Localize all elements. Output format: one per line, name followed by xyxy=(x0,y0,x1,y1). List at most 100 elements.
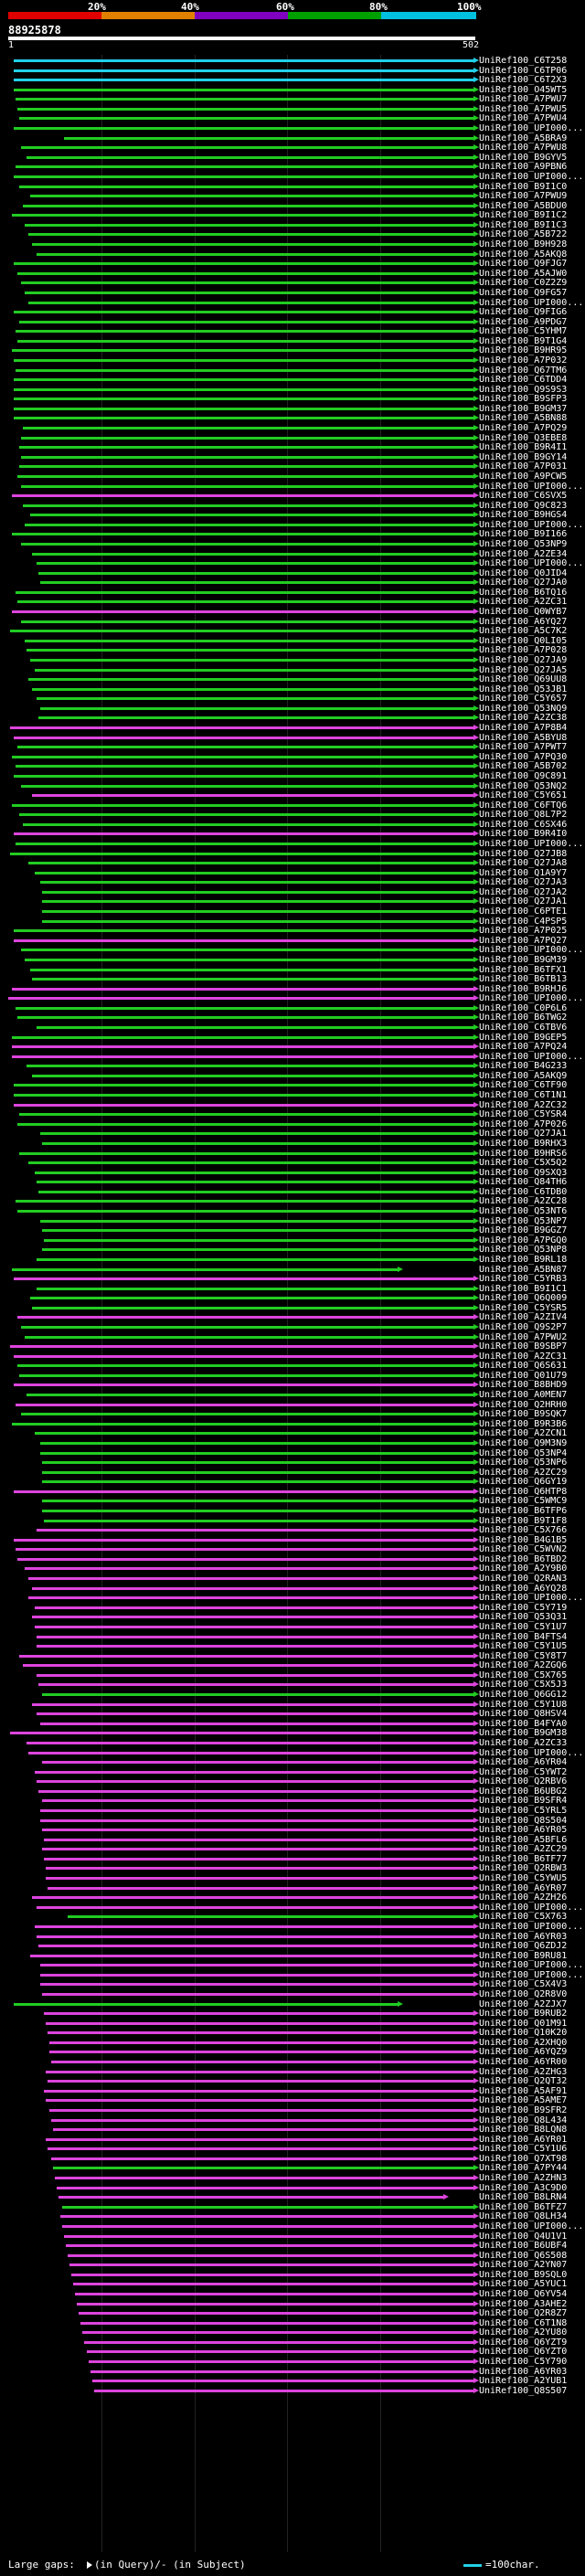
hit-label[interactable]: UniRef100_Q2RBV6 xyxy=(479,1776,568,1787)
hit-label[interactable]: UniRef100_A2ZC31 xyxy=(479,1351,568,1362)
hit-label[interactable]: UniRef100_A7P031 xyxy=(479,461,568,472)
hit-bar[interactable] xyxy=(39,881,475,885)
hit-label[interactable]: UniRef100_C5X766 xyxy=(479,1525,568,1536)
hit-label[interactable]: UniRef100_A5BN87 xyxy=(479,1264,568,1275)
hit-bar[interactable] xyxy=(48,2051,475,2054)
hit-bar[interactable] xyxy=(36,252,475,256)
hit-label[interactable]: UniRef100_B9SBP7 xyxy=(479,1341,568,1352)
hit-label[interactable]: UniRef100_A6YR00 xyxy=(479,2057,568,2068)
hit-label[interactable]: UniRef100_Q8HSV4 xyxy=(479,1709,568,1720)
hit-bar[interactable] xyxy=(21,1413,475,1416)
hit-bar[interactable] xyxy=(66,2244,475,2248)
hit-label[interactable]: UniRef100_Q27JA0 xyxy=(479,578,568,588)
hit-bar[interactable] xyxy=(39,1964,475,1967)
hit-bar[interactable] xyxy=(58,2196,446,2200)
hit-bar[interactable] xyxy=(10,726,475,730)
hit-bar[interactable] xyxy=(34,1432,475,1436)
hit-bar[interactable] xyxy=(12,1045,475,1049)
hit-label[interactable]: UniRef100_C6TF90 xyxy=(479,1080,568,1091)
hit-label[interactable]: UniRef100_C0Z2Z9 xyxy=(479,278,568,289)
hit-bar[interactable] xyxy=(19,446,475,450)
hit-bar[interactable] xyxy=(16,1006,475,1010)
hit-bar[interactable] xyxy=(48,2041,475,2044)
hit-label[interactable]: UniRef100_Q4U1V1 xyxy=(479,2231,568,2242)
hit-bar[interactable] xyxy=(14,832,475,836)
hit-label[interactable]: UniRef100_Q2R8Z7 xyxy=(479,2308,568,2319)
hit-bar[interactable] xyxy=(30,1954,475,1957)
hit-bar[interactable] xyxy=(36,1935,475,1938)
hit-bar[interactable] xyxy=(45,2137,475,2141)
hit-label[interactable]: UniRef100_UPI000... xyxy=(479,1921,584,1932)
hit-bar[interactable] xyxy=(10,630,475,633)
hit-label[interactable]: UniRef100_B6UBF4 xyxy=(479,2241,568,2252)
hit-bar[interactable] xyxy=(36,1026,475,1029)
hit-bar[interactable] xyxy=(28,1577,475,1581)
hit-label[interactable]: UniRef100_B9SFR4 xyxy=(479,1796,568,1807)
hit-bar[interactable] xyxy=(19,1113,475,1117)
hit-bar[interactable] xyxy=(28,301,475,304)
hit-label[interactable]: UniRef100_A2ZC31 xyxy=(479,597,568,608)
hit-bar[interactable] xyxy=(69,2263,475,2267)
hit-label[interactable]: UniRef100_B9R4I0 xyxy=(479,829,568,840)
hit-label[interactable]: UniRef100_Q27JA1 xyxy=(479,1129,568,1140)
hit-bar[interactable] xyxy=(17,474,475,478)
hit-bar[interactable] xyxy=(68,2253,475,2257)
hit-bar[interactable] xyxy=(25,223,475,227)
hit-bar[interactable] xyxy=(16,98,475,101)
hit-label[interactable]: UniRef100_A2ZGQ6 xyxy=(479,1660,568,1671)
hit-bar[interactable] xyxy=(41,1761,475,1765)
hit-label[interactable]: UniRef100_Q27JA2 xyxy=(479,886,568,897)
hit-bar[interactable] xyxy=(41,1510,475,1512)
hit-label[interactable]: UniRef100_Q53NP4 xyxy=(479,1447,568,1458)
hit-label[interactable]: UniRef100_B9R4I1 xyxy=(479,442,568,453)
hit-bar[interactable] xyxy=(14,407,475,410)
hit-bar[interactable] xyxy=(43,1519,475,1522)
hit-label[interactable]: UniRef100_C5Y1U6 xyxy=(479,2144,568,2155)
hit-bar[interactable] xyxy=(12,610,475,614)
hit-label[interactable]: UniRef100_A5AF91 xyxy=(479,2085,568,2096)
hit-label[interactable]: UniRef100_B9I166 xyxy=(479,529,568,540)
hit-label[interactable]: UniRef100_Q2RBW3 xyxy=(479,1863,568,1874)
hit-label[interactable]: UniRef100_O45WT5 xyxy=(479,84,568,95)
hit-label[interactable]: UniRef100_B8LRN4 xyxy=(479,2192,568,2203)
hit-bar[interactable] xyxy=(14,262,475,266)
hit-bar[interactable] xyxy=(19,117,475,121)
hit-bar[interactable] xyxy=(17,600,475,604)
hit-label[interactable]: UniRef100_B9HGS4 xyxy=(479,510,568,521)
hit-label[interactable]: UniRef100_A0MEN7 xyxy=(479,1390,568,1401)
hit-label[interactable]: UniRef100_A7PWU7 xyxy=(479,94,568,105)
hit-bar[interactable] xyxy=(28,1596,475,1600)
hit-label[interactable]: UniRef100_A2ZHG3 xyxy=(479,2066,568,2077)
hit-bar[interactable] xyxy=(12,349,475,353)
hit-label[interactable]: UniRef100_Q84TH6 xyxy=(479,1177,568,1188)
hit-bar[interactable] xyxy=(16,368,475,372)
hit-label[interactable]: UniRef100_A6YQ28 xyxy=(479,1583,568,1594)
hit-bar[interactable] xyxy=(14,69,475,72)
hit-label[interactable]: UniRef100_C6TDB0 xyxy=(479,1186,568,1197)
hit-bar[interactable] xyxy=(17,1364,475,1368)
hit-bar[interactable] xyxy=(36,1287,475,1290)
hit-bar[interactable] xyxy=(39,1808,475,1812)
hit-bar[interactable] xyxy=(34,1171,475,1174)
hit-bar[interactable] xyxy=(41,1480,475,1484)
hit-bar[interactable] xyxy=(14,1277,475,1281)
hit-bar[interactable] xyxy=(36,1645,475,1648)
hit-bar[interactable] xyxy=(19,1373,475,1377)
hit-bar[interactable] xyxy=(64,2234,475,2238)
hit-label[interactable]: UniRef100_Q0JID4 xyxy=(479,567,568,578)
hit-label[interactable]: UniRef100_Q69UU8 xyxy=(479,674,568,685)
hit-bar[interactable] xyxy=(39,706,475,710)
hit-bar[interactable] xyxy=(14,938,475,942)
hit-bar[interactable] xyxy=(23,504,475,507)
hit-bar[interactable] xyxy=(17,1210,475,1214)
hit-bar[interactable] xyxy=(62,2224,475,2228)
hit-bar[interactable] xyxy=(23,427,475,430)
hit-bar[interactable] xyxy=(36,697,475,701)
hit-label[interactable]: UniRef100_A5AKQ9 xyxy=(479,1070,568,1081)
hit-label[interactable]: UniRef100_B9GYV5 xyxy=(479,152,568,163)
hit-label[interactable]: UniRef100_A9PDG7 xyxy=(479,316,568,327)
hit-bar[interactable] xyxy=(36,1181,475,1184)
hit-label[interactable]: UniRef100_A2YN07 xyxy=(479,2260,568,2271)
hit-bar[interactable] xyxy=(12,987,475,991)
hit-bar[interactable] xyxy=(79,2312,475,2316)
